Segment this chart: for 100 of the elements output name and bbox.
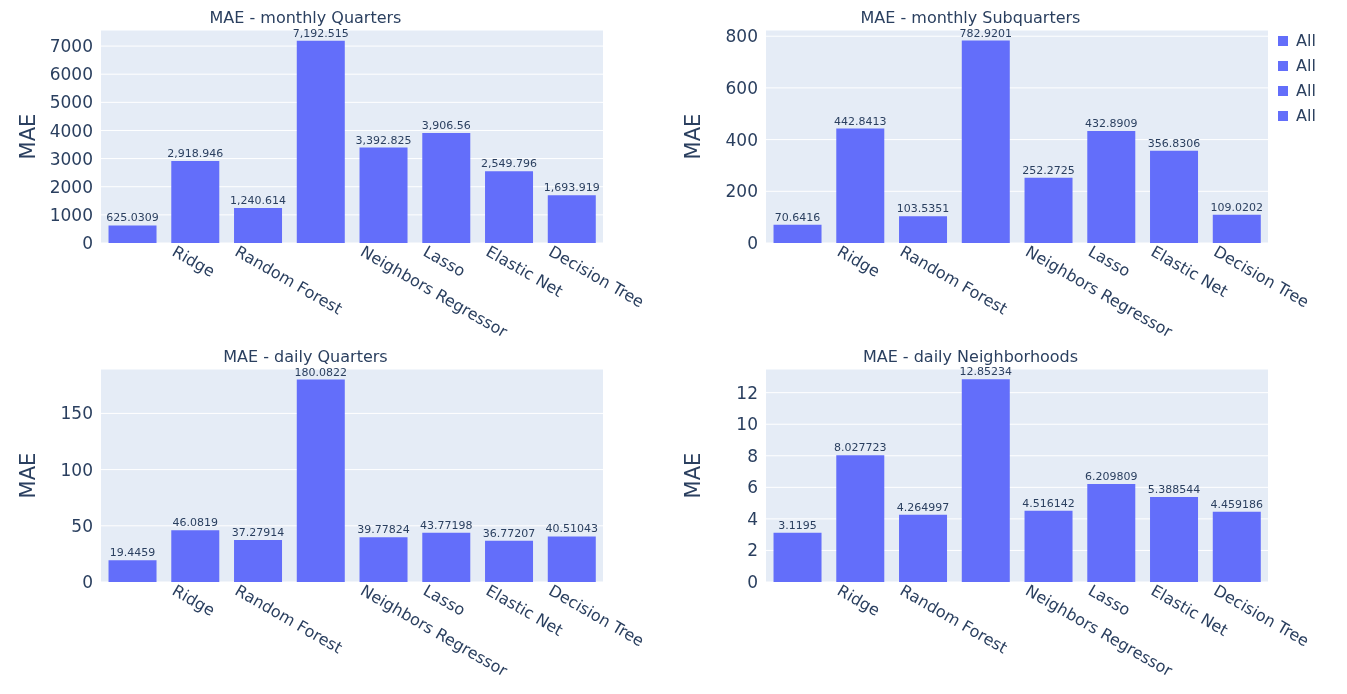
y-tick-label: 6 bbox=[747, 477, 758, 498]
bar bbox=[422, 133, 471, 243]
bar bbox=[547, 195, 596, 243]
text: All bbox=[1296, 81, 1316, 100]
y-tick-label: 4 bbox=[747, 508, 758, 529]
data-label: 4.516142 bbox=[1022, 496, 1075, 510]
bar bbox=[234, 208, 283, 243]
legend-label: All bbox=[1296, 56, 1316, 75]
y-axis-title: MAE bbox=[16, 452, 41, 499]
data-label: 2,918.946 bbox=[167, 146, 224, 160]
data-label: 7,192.515 bbox=[292, 26, 349, 40]
y-tick-label: 8 bbox=[747, 445, 758, 466]
y-tick-label: 6000 bbox=[49, 64, 93, 85]
data-label: 8.027723 bbox=[834, 441, 887, 455]
data-label: 3,392.825 bbox=[355, 133, 412, 147]
y-tick-label: 0 bbox=[82, 572, 93, 593]
data-label: 625.0309 bbox=[106, 211, 159, 225]
chart-title: MAE - monthly Quarters bbox=[208, 8, 403, 27]
bar bbox=[836, 455, 885, 582]
bar bbox=[485, 171, 534, 243]
data-label: 12.85234 bbox=[959, 365, 1013, 379]
data-label: 2,549.796 bbox=[481, 157, 538, 171]
data-label: 70.6416 bbox=[774, 210, 821, 224]
y-axis-title: MAE bbox=[681, 452, 706, 499]
bar bbox=[1024, 177, 1073, 243]
chart-title: MAE - monthly Subquarters bbox=[859, 8, 1082, 27]
data-label: 432.8909 bbox=[1085, 117, 1138, 131]
data-label: 19.4459 bbox=[109, 546, 156, 560]
data-label: 40.51043 bbox=[545, 522, 599, 536]
data-label: 180.0822 bbox=[294, 365, 348, 379]
y-tick-label: 800 bbox=[725, 26, 758, 47]
data-label: 6.209809 bbox=[1085, 470, 1138, 484]
bar bbox=[171, 160, 220, 243]
data-label: 5.388544 bbox=[1147, 482, 1201, 496]
bar bbox=[1087, 131, 1136, 243]
data-label: 39.77824 bbox=[357, 523, 410, 537]
y-tick-label: 1000 bbox=[49, 204, 93, 225]
bar bbox=[359, 147, 408, 243]
bar bbox=[1212, 214, 1261, 243]
bar bbox=[485, 540, 534, 582]
bar bbox=[836, 128, 885, 243]
bar bbox=[1087, 484, 1136, 582]
y-axis-title: MAE bbox=[16, 113, 41, 160]
y-tick-label: 10 bbox=[736, 414, 758, 435]
bar bbox=[899, 216, 948, 243]
data-label: 46.0819 bbox=[172, 516, 219, 530]
y-tick-label: 0 bbox=[747, 233, 758, 254]
y-tick-label: 200 bbox=[725, 181, 758, 202]
data-label: 1,693.919 bbox=[543, 181, 600, 195]
bar bbox=[296, 40, 345, 243]
bar bbox=[108, 560, 157, 582]
chart-title: MAE - daily Quarters bbox=[222, 347, 389, 366]
bar bbox=[773, 532, 822, 582]
data-label: 442.8413 bbox=[834, 114, 887, 128]
y-axis-title: MAE bbox=[681, 113, 706, 160]
bar bbox=[1024, 510, 1073, 582]
text: All bbox=[1296, 106, 1316, 125]
data-label: 36.77207 bbox=[482, 526, 536, 540]
data-label: 3,906.56 bbox=[421, 119, 471, 133]
y-tick-label: 3000 bbox=[49, 148, 93, 169]
data-label: 782.9201 bbox=[959, 26, 1013, 40]
y-tick-label: 0 bbox=[82, 233, 93, 254]
bar bbox=[961, 379, 1010, 582]
y-tick-label: 100 bbox=[60, 459, 93, 480]
data-label: 4.459186 bbox=[1210, 497, 1264, 511]
data-label: 356.8306 bbox=[1147, 136, 1201, 150]
y-tick-label: 600 bbox=[725, 77, 758, 98]
bar bbox=[1150, 496, 1199, 582]
bar bbox=[234, 540, 283, 582]
bar bbox=[171, 530, 220, 582]
y-tick-label: 7000 bbox=[49, 36, 93, 57]
bar bbox=[547, 536, 596, 582]
y-tick-label: 0 bbox=[747, 572, 758, 593]
text: All bbox=[1296, 31, 1316, 50]
bar bbox=[899, 514, 948, 582]
data-label: 109.0202 bbox=[1210, 200, 1264, 214]
data-label: 252.2725 bbox=[1022, 163, 1075, 177]
data-label: 103.5351 bbox=[896, 202, 950, 216]
bar bbox=[359, 537, 408, 582]
y-tick-label: 4000 bbox=[49, 120, 93, 141]
bar bbox=[961, 40, 1010, 243]
data-label: 1,240.614 bbox=[230, 194, 287, 208]
y-tick-label: 400 bbox=[725, 129, 758, 150]
y-tick-label: 2000 bbox=[49, 176, 93, 197]
bar bbox=[1212, 511, 1261, 582]
data-label: 37.27914 bbox=[231, 526, 285, 540]
bar bbox=[296, 379, 345, 582]
y-tick-label: 5000 bbox=[49, 92, 93, 113]
data-label: 3.1195 bbox=[778, 518, 817, 532]
data-label: 43.77198 bbox=[420, 518, 473, 532]
y-tick-label: 12 bbox=[736, 382, 758, 403]
data-label: 4.264997 bbox=[896, 500, 950, 514]
bar bbox=[1150, 150, 1199, 243]
bar bbox=[108, 225, 157, 243]
bar bbox=[422, 532, 471, 582]
y-tick-label: 2 bbox=[747, 540, 758, 561]
y-tick-label: 50 bbox=[71, 515, 93, 536]
bar bbox=[773, 224, 822, 243]
chart-title: MAE - daily Neighborhoods bbox=[861, 347, 1080, 366]
y-tick-label: 150 bbox=[60, 403, 93, 424]
